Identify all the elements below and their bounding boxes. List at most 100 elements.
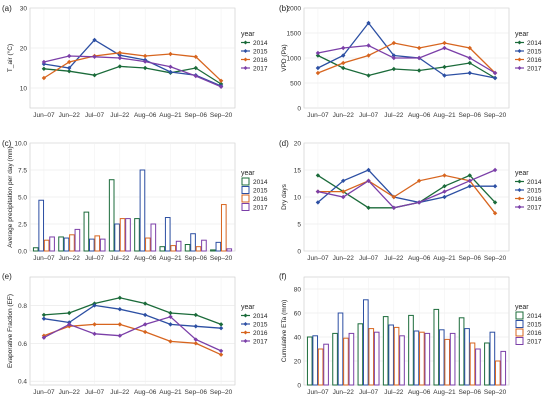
data-point-2017 [218, 84, 224, 89]
data-point-2014 [67, 69, 72, 74]
data-point-2017 [193, 73, 198, 79]
x-tick-label: Jul–22 [384, 255, 404, 262]
data-point-2016 [218, 352, 224, 357]
data-point-2014 [315, 173, 321, 178]
data-point-2016 [142, 53, 148, 59]
data-point-2017 [366, 43, 371, 48]
y-tick-label: 10 [294, 195, 302, 202]
data-point-2015 [442, 73, 447, 78]
bar-2016 [469, 342, 476, 386]
data-point-2014 [341, 65, 346, 71]
data-point-2014 [467, 60, 472, 66]
data-point-2015 [92, 37, 97, 43]
bar-2017 [150, 223, 157, 252]
data-point-2016 [341, 189, 346, 194]
x-tick-label: Aug–21 [433, 255, 456, 262]
data-point-2017 [142, 59, 148, 64]
legend-label: 2014 [253, 40, 268, 47]
legend-label: 2016 [253, 330, 268, 337]
chart-panel: (d) 0 5 10 15 20 Jun–07 Jun–22 Jul–07 Jul–22 Aug–0… [279, 139, 542, 262]
bar-2015 [388, 324, 394, 386]
legend-label: 2014 [527, 313, 542, 320]
y-axis-label: T_air (°C) [6, 44, 14, 72]
data-point-2016 [41, 75, 47, 81]
x-tick-label: Jun–07 [307, 112, 329, 119]
data-point-2014 [391, 66, 397, 72]
data-point-2015 [366, 167, 371, 173]
data-point-2015 [366, 20, 371, 26]
legend-label: 2014 [253, 179, 268, 186]
bar-2015 [362, 299, 369, 386]
data-point-2016 [341, 60, 346, 66]
bar-2015 [114, 223, 120, 252]
bar-2016 [69, 234, 75, 252]
legend-swatch [515, 337, 524, 345]
legend-label: 2015 [253, 188, 268, 195]
data-point-2016 [92, 322, 97, 327]
legend-swatch [515, 320, 524, 328]
data-point-2014 [92, 73, 97, 78]
data-point-2014 [117, 295, 123, 301]
chart-panel: (c) 0.0 2.5 5.0 7.5 10.0 Jun–07 Jun–22 Jul–07 Jul… [2, 139, 268, 262]
bar-2017 [125, 218, 131, 252]
data-point-2016 [168, 339, 173, 344]
bar-2015 [164, 217, 171, 252]
bar-2017 [500, 350, 507, 386]
x-tick-label: Aug–21 [159, 389, 182, 396]
bar-2014 [458, 317, 465, 386]
legend-marker [517, 205, 522, 209]
bar-2014 [484, 342, 490, 386]
y-axis-label: VPD (Pa) [281, 44, 288, 71]
data-point-2014 [366, 205, 371, 210]
y-tick-label: 5.0 [18, 195, 27, 202]
bar-2016 [393, 326, 400, 386]
legend-swatch [241, 186, 250, 194]
legend-label: 2014 [253, 313, 268, 320]
legend-marker [517, 188, 522, 192]
panel-label: (a) [2, 4, 12, 13]
data-point-2014 [416, 68, 422, 73]
data-point-2015 [168, 322, 173, 327]
bar-2015 [312, 335, 319, 386]
bar-2016 [317, 348, 324, 386]
data-point-2016 [67, 59, 72, 65]
legend-marker [517, 57, 522, 62]
legend-label: 2017 [253, 339, 268, 346]
bar-2017 [226, 248, 233, 252]
data-point-2015 [467, 70, 472, 76]
data-point-2015 [341, 53, 346, 58]
x-tick-label: Sep–06 [185, 112, 208, 119]
y-axis-label: Dry days [281, 183, 288, 209]
data-point-2017 [315, 50, 321, 56]
data-point-2016 [117, 322, 123, 327]
bar-2016 [494, 360, 501, 386]
bar-2015 [438, 329, 445, 386]
y-axis-label: Evaporative Fraction (EF) [7, 294, 14, 368]
x-tick-label: Aug–06 [134, 389, 157, 396]
x-tick-label: Jul–07 [359, 112, 379, 119]
legend-title: year [515, 170, 529, 177]
data-point-2016 [442, 40, 447, 46]
bar-2015 [464, 328, 470, 386]
data-point-2015 [92, 303, 97, 308]
legend-label: 2015 [253, 49, 268, 56]
series-line-2015 [317, 169, 496, 204]
y-tick-label: 40 [294, 335, 302, 342]
y-tick-label: 2000 [287, 6, 302, 13]
legend-title: year [241, 304, 255, 311]
data-point-2017 [442, 189, 447, 194]
series-line-2017 [317, 44, 496, 74]
data-point-2014 [442, 64, 447, 70]
data-point-2014 [467, 173, 472, 178]
legend-marker [243, 330, 248, 335]
x-tick-label: Aug–06 [408, 389, 431, 396]
data-point-2017 [492, 167, 498, 173]
data-point-2017 [416, 55, 422, 61]
data-point-2017 [92, 54, 97, 59]
data-point-2017 [341, 194, 346, 200]
bar-2014 [306, 336, 313, 386]
data-point-2014 [41, 312, 47, 318]
bar-2017 [449, 332, 456, 386]
data-point-2017 [193, 337, 198, 342]
